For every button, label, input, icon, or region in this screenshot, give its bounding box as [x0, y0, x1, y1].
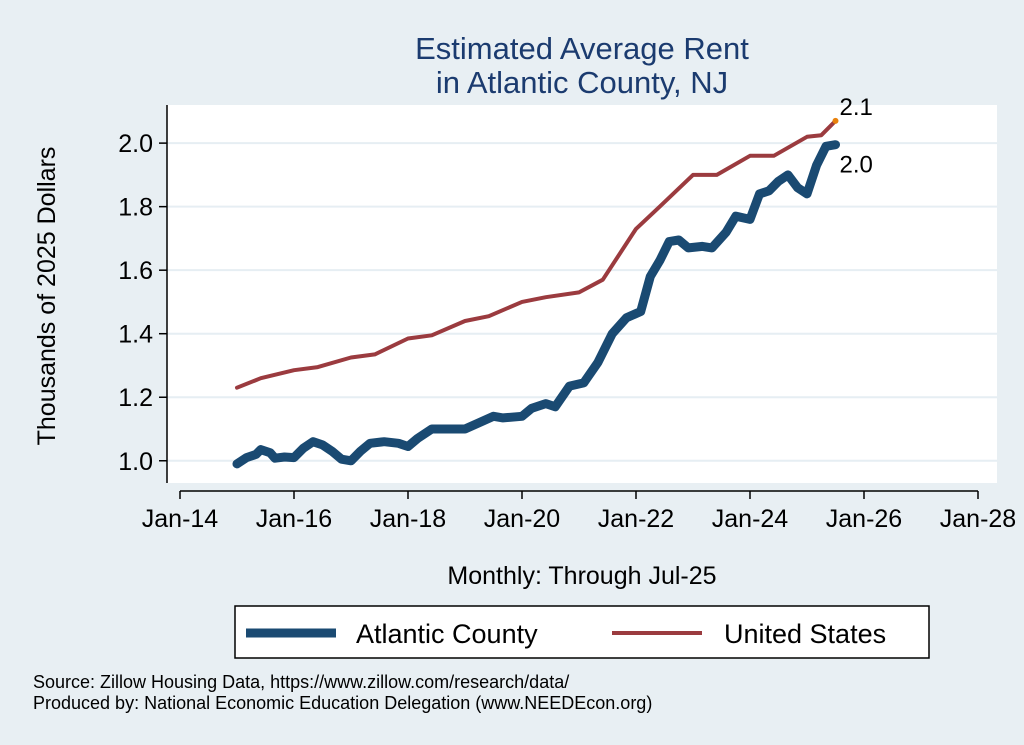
axes: 1.0 1.2 1.4 1.6 1.8 2.0 Jan-14 Jan-16 Jan-18 Jan-…: [118, 105, 1016, 533]
x-axis-title: Monthly: Through Jul-25: [447, 562, 716, 590]
chart-title-line-2: in Atlantic County, NJ: [436, 65, 728, 100]
y-tick-label: 2.0: [118, 130, 153, 158]
x-tick-label: Jan-16: [256, 505, 332, 533]
series-line-atlantic-county: [232, 140, 840, 469]
y-axis-title: Thousands of 2025 Dollars: [33, 147, 61, 446]
gridlines: [167, 142, 997, 462]
y-tick-label: 1.4: [118, 321, 153, 349]
x-tick-label: Jan-24: [712, 505, 789, 533]
x-tick-label: Jan-28: [940, 505, 1016, 533]
chart-title-line-1: Estimated Average Rent: [415, 31, 749, 66]
series-line-united-states: [235, 118, 838, 390]
series-lines: 2.1 2.0: [232, 94, 873, 469]
producer-note: Produced by: National Economic Education…: [33, 693, 652, 713]
x-tick-label: Jan-18: [370, 505, 446, 533]
source-note: Source: Zillow Housing Data, https://www…: [33, 672, 569, 692]
end-label-atlantic-county: 2.0: [840, 152, 873, 179]
series-end-marker: [832, 117, 839, 124]
legend-label-united-states: United States: [724, 619, 886, 649]
legend: Atlantic County United States: [234, 605, 930, 659]
legend-label-atlantic-county: Atlantic County: [356, 619, 538, 649]
y-tick-label: 1.0: [118, 448, 153, 476]
y-tick-label: 1.2: [118, 384, 153, 412]
y-tick-label: 1.6: [118, 257, 153, 285]
x-tick-label: Jan-22: [598, 505, 674, 533]
y-tick-label: 1.8: [118, 194, 153, 222]
end-label-united-states: 2.1: [840, 94, 873, 121]
plot-area: [167, 105, 997, 483]
x-tick-label: Jan-26: [826, 505, 902, 533]
x-tick-label: Jan-20: [484, 505, 560, 533]
x-tick-label: Jan-14: [142, 505, 219, 533]
legend-box: [234, 605, 930, 659]
